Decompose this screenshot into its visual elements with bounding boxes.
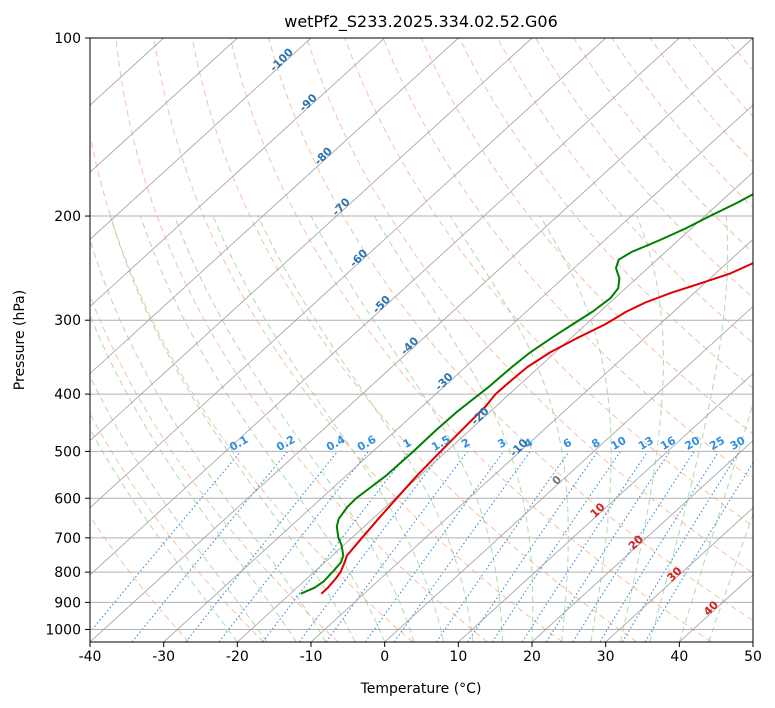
isotherm-gridline (90, 38, 606, 509)
moist-adiabat (257, 215, 474, 642)
x-tick-label: 0 (380, 649, 389, 665)
y-tick-label: 1000 (45, 622, 81, 638)
isotherm-gridline (310, 238, 753, 642)
moist-adiabat (539, 215, 612, 642)
dry-adiabat (90, 412, 264, 642)
isotherm-gridline (531, 440, 753, 642)
x-tick-label: -20 (226, 649, 249, 665)
y-tick-label: 400 (54, 387, 81, 403)
mixing-ratio-line (325, 451, 468, 642)
mixing-ratio-line (364, 451, 505, 642)
dry-adiabat (306, 38, 753, 574)
isotherm-gridline (90, 38, 459, 375)
moist-adiabat (90, 238, 327, 642)
isotherm-gridline (384, 305, 753, 642)
moist-adiabat (373, 215, 534, 642)
y-tick-label: 500 (54, 444, 81, 460)
mixing-ratio-line (467, 451, 599, 642)
moist-adiabat (449, 215, 569, 642)
mixing-ratio-line (185, 451, 339, 642)
isotherm-gridline (90, 38, 753, 642)
temperature-profile (320, 262, 753, 595)
isotherm-gridline (90, 38, 680, 576)
mixing-ratio-line (599, 451, 720, 642)
mixing-ratio-line (545, 451, 671, 642)
dry-adiabat (535, 38, 753, 299)
profile-lines (300, 193, 753, 595)
isotherm-gridline (90, 38, 312, 240)
dry-adiabat (90, 515, 190, 642)
dry-adiabat (115, 38, 488, 642)
mixing-ratio-line (491, 451, 621, 642)
dry-adiabat (153, 38, 563, 642)
y-tick-label: 900 (54, 595, 81, 611)
mixing-ratio-line (262, 451, 410, 642)
mixing-ratio-line (621, 451, 740, 642)
moist-adiabat (109, 215, 356, 642)
y-tick-label: 600 (54, 491, 81, 507)
mixing-ratio-line (521, 451, 649, 642)
dry-adiabat (90, 132, 414, 642)
x-tick-label: 40 (670, 649, 688, 665)
chart-title: wetPf2_S233.2025.334.02.52.G06 (284, 12, 558, 32)
dry-adiabat (268, 38, 753, 622)
y-tick-label: 700 (54, 531, 81, 547)
x-tick-label: 20 (523, 649, 541, 665)
x-tick-label: 50 (744, 649, 762, 665)
dry-adiabat (191, 38, 638, 642)
moist-adiabat (90, 428, 238, 642)
plot-frame (89, 37, 754, 643)
moist-adiabat (140, 215, 386, 642)
x-tick-label: -30 (152, 649, 175, 665)
background-lines (90, 38, 753, 642)
isotherm-gridline (237, 171, 753, 642)
y-tick-label: 300 (54, 313, 81, 329)
y-tick-label: 100 (54, 31, 81, 47)
isotherm-gridline (90, 38, 533, 442)
dry-adiabat (229, 38, 712, 642)
isotherm-gridline (163, 104, 753, 642)
x-tick-label: -40 (79, 649, 102, 665)
mixing-ratio-line (435, 451, 570, 642)
moist-adiabat (212, 215, 445, 642)
x-axis-label: Temperature (°C) (360, 681, 482, 697)
x-tick-label: 30 (597, 649, 615, 665)
axes: -40 -30 -20 -10 0 10 20 30 40 50 100 200 300 400 500 60… (45, 31, 762, 665)
isotherm-gridline (458, 372, 753, 642)
x-tick-label: -10 (300, 649, 323, 665)
dewpoint-profile (300, 193, 753, 595)
mixing-ratio-line (572, 451, 695, 642)
moist-adiabat (90, 313, 297, 642)
moist-adiabat (310, 215, 503, 642)
mixing-ratio-line (131, 451, 289, 642)
mixing-ratio-line (90, 451, 242, 633)
y-tick-label: 800 (54, 565, 81, 581)
isotherm-gridline (90, 38, 238, 173)
moist-adiabat (619, 215, 664, 642)
y-tick-label: 200 (54, 209, 81, 225)
mixing-ratio-line (298, 451, 444, 642)
isotherm-gridline (90, 38, 385, 308)
y-axis-label: Pressure (hPa) (12, 290, 28, 390)
moist-adiabat (90, 375, 268, 642)
x-tick-label: 10 (449, 649, 467, 665)
isotherm-gridline (605, 507, 753, 642)
